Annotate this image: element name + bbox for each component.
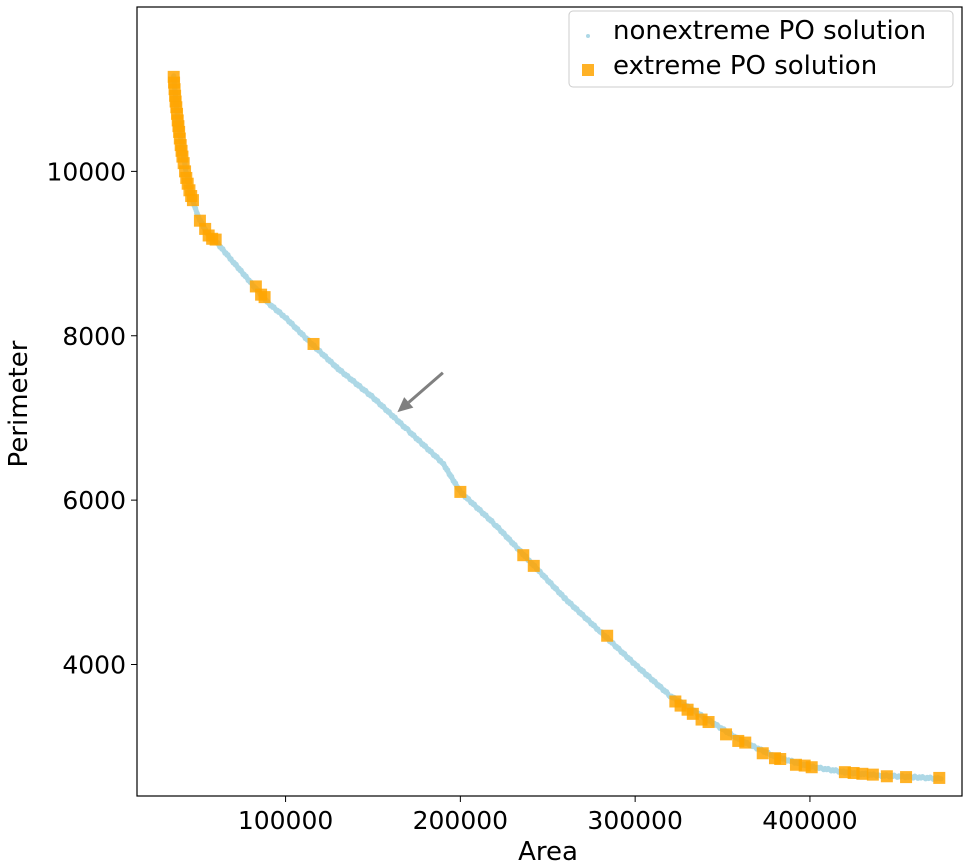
legend-label-nonextreme: nonextreme PO solution	[613, 16, 926, 46]
extreme-point	[866, 768, 879, 781]
extreme-series	[167, 70, 946, 784]
y-tick-label: 4000	[62, 651, 126, 680]
x-tick-label: 100000	[238, 806, 333, 835]
extreme-point	[720, 728, 733, 741]
legend-marker-nonextreme	[586, 34, 590, 38]
x-tick-label: 300000	[587, 806, 682, 835]
nonextreme-series	[171, 73, 944, 782]
extreme-point	[702, 716, 715, 729]
extreme-point	[517, 549, 530, 562]
x-axis-ticks: 100000 200000 300000 400000	[238, 796, 858, 835]
extreme-point	[209, 233, 222, 246]
extreme-point	[601, 629, 614, 642]
arrow-head	[397, 397, 414, 413]
arrow-shaft	[407, 371, 444, 404]
extreme-point	[880, 770, 893, 783]
extreme-point	[258, 291, 271, 304]
extreme-point	[739, 736, 752, 749]
legend-box	[568, 10, 954, 88]
extreme-point	[186, 194, 199, 207]
arrow-annotation	[397, 371, 444, 413]
extreme-point	[805, 761, 818, 774]
x-tick-label: 200000	[413, 806, 508, 835]
legend: nonextreme PO solution extreme PO soluti…	[568, 10, 954, 88]
extreme-point	[933, 771, 946, 784]
extreme-point	[900, 771, 913, 784]
y-axis-label: Perimeter	[4, 340, 34, 467]
plot-frame	[136, 6, 963, 797]
x-tick-label: 400000	[762, 806, 857, 835]
legend-marker-extreme	[582, 64, 594, 76]
y-tick-label: 6000	[62, 486, 126, 515]
y-tick-label: 10000	[46, 157, 126, 186]
extreme-point	[856, 767, 869, 780]
extreme-point	[774, 753, 787, 766]
extreme-point	[307, 337, 320, 350]
x-axis-label: Area	[518, 837, 578, 866]
y-axis-ticks: 4000 6000 8000 10000	[46, 157, 137, 680]
extreme-point	[454, 485, 467, 498]
y-tick-label: 8000	[62, 322, 126, 351]
extreme-point	[527, 559, 540, 572]
legend-label-extreme: extreme PO solution	[613, 51, 877, 81]
extreme-point	[756, 747, 769, 760]
